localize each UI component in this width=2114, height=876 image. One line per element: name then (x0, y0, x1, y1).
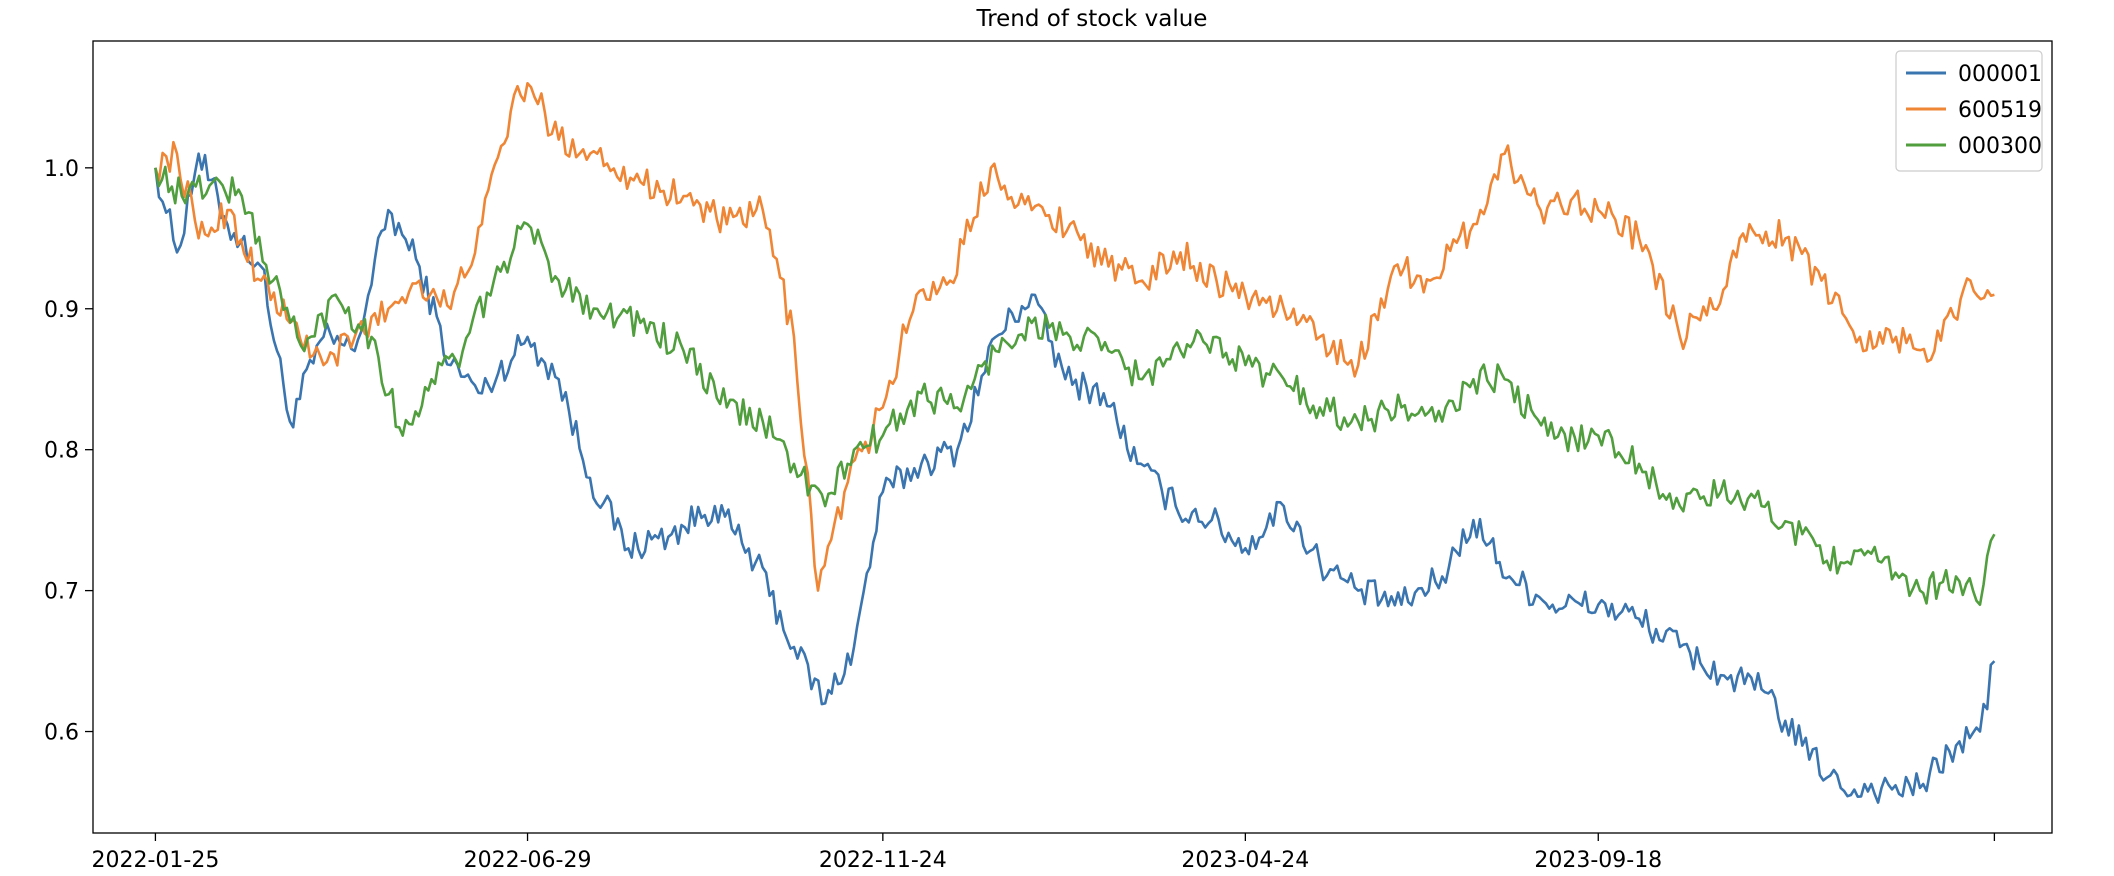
x-tick-label: 2022-11-24 (819, 848, 947, 873)
x-tick-label: 2022-06-29 (464, 848, 592, 873)
y-tick-label: 0.7 (44, 580, 79, 605)
legend-label-000001: 000001 (1958, 62, 2042, 87)
legend: 000001 600519 000300 (1895, 50, 2043, 172)
legend-label-600519: 600519 (1958, 98, 2042, 123)
chart-title: Trend of stock value (976, 6, 1208, 32)
legend-label-000300: 000300 (1958, 134, 2042, 159)
series-line-000300 (154, 165, 1996, 606)
series-line-600519 (154, 82, 1995, 592)
y-tick-label: 1.0 (44, 157, 79, 182)
plot-area (92, 40, 2053, 834)
x-tick-label: 2022-01-25 (91, 848, 219, 873)
series-lines (154, 82, 1996, 804)
y-tick-label: 0.8 (44, 439, 79, 464)
series-line-000001 (154, 152, 1996, 804)
plot-frame (92, 40, 2053, 834)
y-axis: 0.6 0.7 0.8 0.9 1.0 (44, 157, 93, 746)
x-tick-label: 2023-09-18 (1534, 848, 1662, 873)
x-tick-label: 2023-04-24 (1181, 848, 1309, 873)
y-tick-label: 0.6 (44, 721, 79, 746)
x-axis: 2022-01-25 2022-06-29 2022-11-24 2023-04-24… (91, 833, 1996, 873)
y-tick-label: 0.9 (44, 298, 79, 323)
legend-box (1895, 50, 2043, 172)
